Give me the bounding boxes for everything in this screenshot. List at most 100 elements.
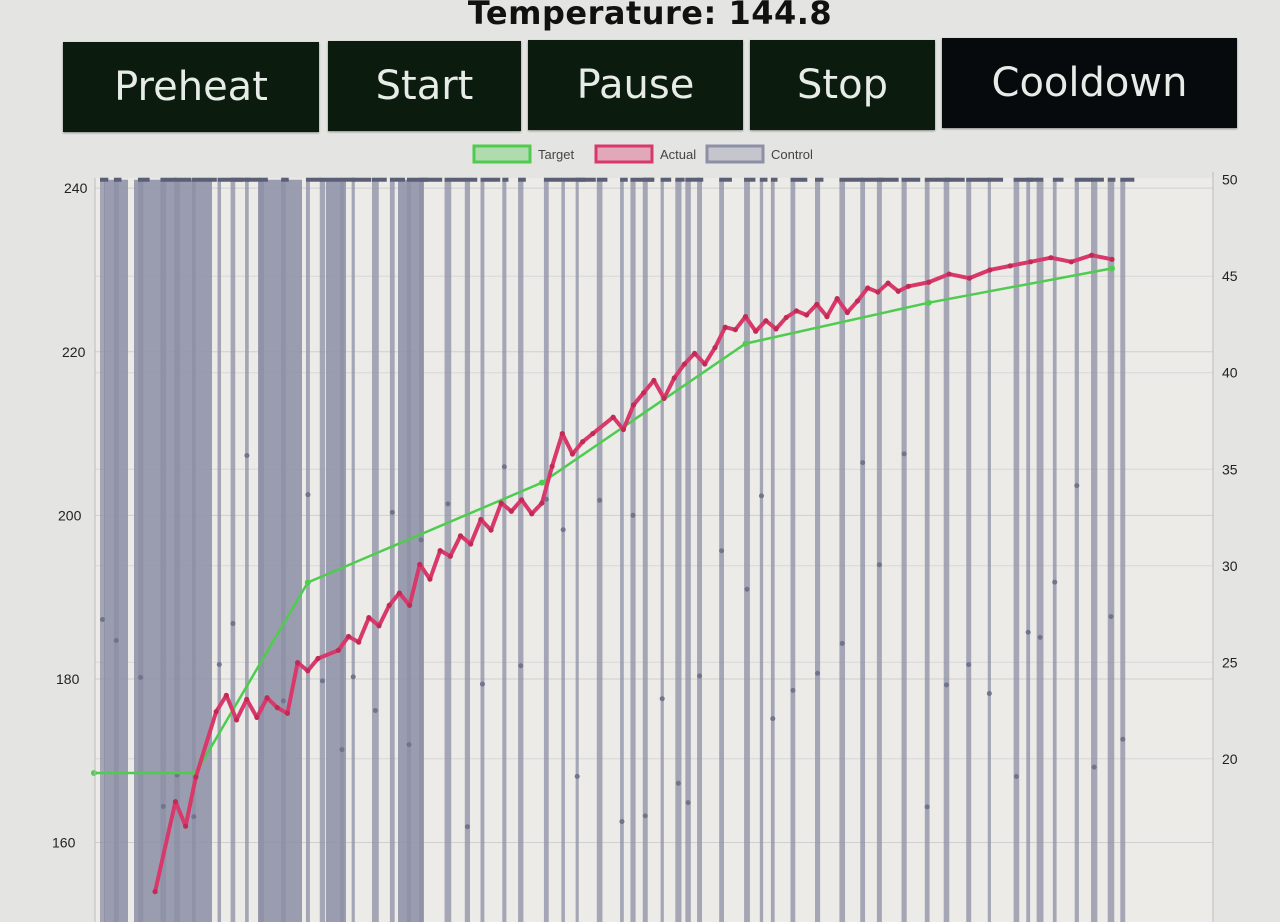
control-block <box>134 179 212 922</box>
actual-point <box>345 633 352 640</box>
actual-point <box>233 717 240 723</box>
control-pulse <box>924 179 930 922</box>
control-pulse <box>100 179 105 922</box>
actual-point <box>315 655 321 662</box>
actual-point <box>854 298 861 304</box>
target-point <box>538 479 545 486</box>
actual-point <box>844 309 850 316</box>
control-point <box>479 681 485 687</box>
actual-point <box>406 602 413 608</box>
actual-point <box>193 774 199 780</box>
chart-legend: Target Actual Control <box>472 144 813 164</box>
control-point <box>1025 629 1031 635</box>
target-point <box>1109 265 1115 272</box>
control-point <box>758 493 764 499</box>
actual-point <box>1027 259 1034 265</box>
control-point <box>770 716 776 722</box>
actual-point <box>610 414 616 420</box>
control-pulse <box>406 179 412 922</box>
control-pulse <box>160 179 167 922</box>
control-pulse <box>340 179 344 922</box>
control-pulse <box>137 179 144 922</box>
control-point <box>560 527 566 533</box>
control-point <box>389 509 395 515</box>
control-series <box>99 177 1135 922</box>
actual-point <box>1068 259 1074 265</box>
control-point <box>406 742 412 748</box>
control-pulse <box>660 179 664 922</box>
actual-point <box>335 647 341 653</box>
control-pulse <box>1013 179 1020 922</box>
actual-point <box>508 508 514 514</box>
temperature-readout: Temperature: 144.8 <box>467 0 833 32</box>
control-point <box>305 492 311 498</box>
control-point <box>685 800 691 806</box>
actual-point <box>305 668 311 674</box>
actual-point <box>183 823 189 829</box>
actual-point <box>549 463 555 469</box>
actual-point <box>478 516 484 523</box>
control-point <box>986 691 992 697</box>
y-left-tick-label: 180 <box>56 671 80 687</box>
control-pulse <box>192 179 196 922</box>
actual-point <box>966 275 973 281</box>
control-point <box>1037 634 1043 640</box>
actual-point <box>1089 252 1095 258</box>
actual-point <box>773 326 779 332</box>
actual-point <box>529 511 535 517</box>
control-pulse <box>543 179 549 922</box>
actual-point <box>712 345 718 351</box>
actual-series <box>152 252 1115 895</box>
y-right-tick-label: 40 <box>1222 365 1238 381</box>
actual-point <box>437 547 443 554</box>
actual-point <box>284 710 291 716</box>
actual-point <box>875 289 881 295</box>
actual-point <box>569 451 576 457</box>
actual-point <box>681 361 688 367</box>
actual-point <box>732 327 738 333</box>
control-point <box>319 678 325 684</box>
actual-point <box>763 318 769 324</box>
control-pulse <box>258 179 264 922</box>
control-pulse <box>575 179 579 922</box>
control-point <box>230 621 236 627</box>
actual-point <box>396 590 402 596</box>
control-point <box>876 562 882 568</box>
control-point <box>445 501 451 507</box>
preheat-button[interactable]: Preheat <box>63 42 319 132</box>
actual-point <box>518 497 525 503</box>
actual-point <box>834 296 840 302</box>
control-point <box>191 814 197 820</box>
legend-swatch <box>472 144 532 164</box>
actual-point <box>427 576 433 582</box>
control-point <box>790 687 796 693</box>
control-pulse <box>790 179 796 922</box>
control-point <box>1120 736 1126 742</box>
y-left-tick-label: 200 <box>58 507 82 523</box>
cooldown-button[interactable]: Cooldown <box>942 38 1237 128</box>
actual-point <box>804 312 810 318</box>
control-pulse <box>630 179 636 922</box>
stop-button[interactable]: Stop <box>750 40 935 130</box>
control-point <box>630 512 636 518</box>
legend-label: Actual <box>660 147 696 162</box>
control-pulse <box>642 179 648 922</box>
control-point <box>372 708 378 714</box>
control-pulse <box>1036 179 1044 922</box>
control-pulse <box>371 179 379 922</box>
actual-point <box>824 314 830 320</box>
control-pulse <box>860 179 866 922</box>
y-right-tick-label: 35 <box>1222 461 1238 477</box>
start-button[interactable]: Start <box>328 41 521 131</box>
target-point <box>304 579 311 586</box>
control-pulse <box>174 179 180 922</box>
actual-point <box>692 350 698 357</box>
control-pulse <box>1026 179 1031 922</box>
control-pulse <box>770 179 775 922</box>
actual-point <box>488 527 494 533</box>
pause-button[interactable]: Pause <box>528 40 743 130</box>
actual-point <box>987 267 993 273</box>
control-pulse <box>987 179 991 922</box>
control-point <box>464 824 470 830</box>
control-pulse <box>502 179 507 922</box>
